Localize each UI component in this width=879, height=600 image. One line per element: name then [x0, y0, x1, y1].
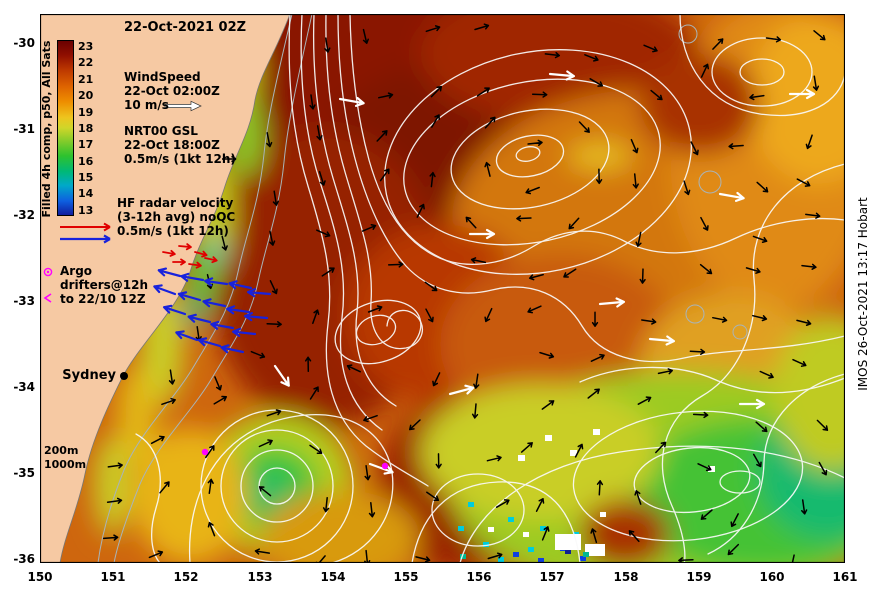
isobath-label-1000m: 1000m	[44, 458, 87, 471]
y-tick-label: -30	[13, 36, 35, 50]
colorbar-tick-label: 14	[78, 187, 94, 200]
legend-wind-scale: 10 m/s	[124, 98, 169, 112]
drifter-key-marker	[43, 293, 52, 303]
colorbar-tick-label: 21	[78, 73, 94, 86]
y-tick-label: -36	[13, 552, 35, 566]
city-marker	[120, 372, 128, 380]
colorbar-tick-label: 19	[78, 106, 94, 119]
y-tick-label: -34	[13, 380, 35, 394]
legend-gsl-scale: 0.5m/s (1kt 12h)	[124, 152, 236, 166]
legend-hf-name: HF radar velocity	[117, 196, 234, 210]
x-tick-label: 159	[686, 570, 712, 584]
gsl-key-arrow	[222, 155, 237, 163]
colorbar-tick-label: 22	[78, 56, 94, 69]
x-tick-label: 155	[393, 570, 419, 584]
x-tick-label: 161	[832, 570, 858, 584]
x-tick-label: 151	[100, 570, 126, 584]
colorbar-tick-label: 20	[78, 89, 94, 102]
plot-frame	[40, 14, 845, 563]
x-tick-label: 157	[539, 570, 565, 584]
x-tick-label: 160	[759, 570, 785, 584]
argo-markers	[201, 448, 389, 470]
colorbar-tick-label: 15	[78, 171, 94, 184]
legend-arrows	[43, 100, 237, 303]
colorbar-tick-label: 13	[78, 204, 94, 217]
argo-key-marker	[43, 267, 53, 277]
legend-wind-name: WindSpeed	[124, 70, 201, 84]
map-canvas	[40, 14, 845, 563]
isobath-label-200m: 200m	[44, 444, 79, 457]
legend-argo-name: Argo	[60, 264, 93, 278]
x-tick-label: 150	[27, 570, 53, 584]
legend-argo-drifters: drifters@12h	[60, 278, 149, 292]
colorbar-axis-label: Filled 4h comp, p50, All Sats	[40, 40, 53, 218]
sst-field	[40, 14, 845, 563]
legend-hf-avg: (3-12h avg) noQC	[117, 210, 236, 224]
y-tick-label: -32	[13, 208, 35, 222]
y-tick-label: -31	[13, 122, 35, 136]
colorbar-tick-label: 17	[78, 138, 94, 151]
x-tick-label: 158	[613, 570, 639, 584]
legend-wind-time: 22-Oct 02:00Z	[124, 84, 220, 98]
current-vectors	[102, 23, 829, 563]
x-tick-label: 156	[466, 570, 492, 584]
map-title: 22-Oct-2021 02Z	[124, 20, 247, 35]
colorbar-tick-label: 23	[78, 40, 94, 53]
colorbar	[57, 40, 74, 216]
legend-hf-scale: 0.5m/s (1kt 12h)	[117, 224, 229, 238]
hf-red-key-arrow	[60, 222, 111, 232]
pixel-specks	[458, 429, 715, 563]
isobath-contours	[97, 14, 748, 563]
city-label: Sydney	[62, 368, 116, 383]
hf-blue-key-arrow	[60, 234, 111, 244]
legend-gsl-name: NRT00 GSL	[124, 124, 198, 138]
ssh-contours	[135, 14, 845, 563]
credit-text: IMOS 26-Oct-2021 13:17 Hobart	[856, 197, 870, 391]
x-tick-label: 153	[247, 570, 273, 584]
legend-argo-time: to 22/10 12Z	[60, 292, 146, 306]
y-tick-label: -35	[13, 466, 35, 480]
x-tick-label: 152	[173, 570, 199, 584]
y-tick-label: -33	[13, 294, 35, 308]
wind-key-arrow	[164, 100, 202, 112]
colorbar-tick-label: 18	[78, 122, 94, 135]
colorbar-tick-label: 16	[78, 155, 94, 168]
colorbar-gradient	[58, 41, 73, 215]
legend-gsl-time: 22-Oct 18:00Z	[124, 138, 220, 152]
x-tick-label: 154	[320, 570, 346, 584]
land-mass	[40, 14, 290, 563]
